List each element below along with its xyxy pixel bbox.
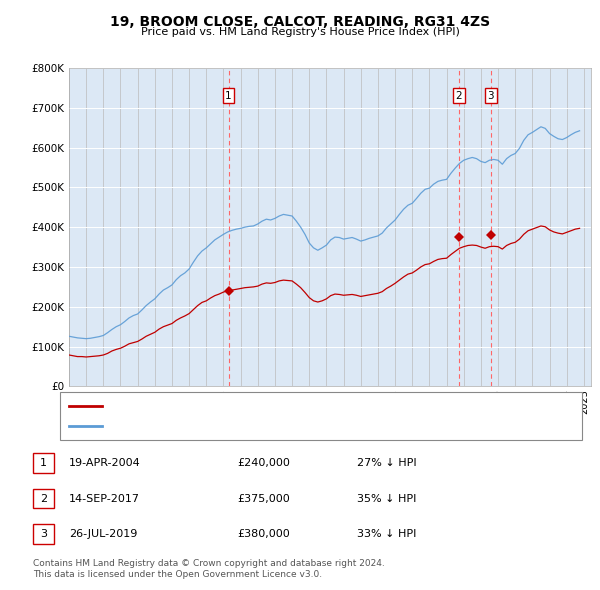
Text: 19-APR-2004: 19-APR-2004: [69, 458, 141, 468]
Text: 26-JUL-2019: 26-JUL-2019: [69, 529, 137, 539]
Text: 19, BROOM CLOSE, CALCOT, READING, RG31 4ZS (detached house): 19, BROOM CLOSE, CALCOT, READING, RG31 4…: [108, 401, 461, 411]
Text: 27% ↓ HPI: 27% ↓ HPI: [357, 458, 416, 468]
Text: £375,000: £375,000: [237, 494, 290, 503]
Text: Price paid vs. HM Land Registry's House Price Index (HPI): Price paid vs. HM Land Registry's House …: [140, 27, 460, 37]
Text: 19, BROOM CLOSE, CALCOT, READING, RG31 4ZS: 19, BROOM CLOSE, CALCOT, READING, RG31 4…: [110, 15, 490, 29]
Text: 35% ↓ HPI: 35% ↓ HPI: [357, 494, 416, 503]
Text: 3: 3: [487, 91, 494, 101]
Text: 3: 3: [40, 529, 47, 539]
Text: 1: 1: [225, 91, 232, 101]
Text: £240,000: £240,000: [237, 458, 290, 468]
Text: 2: 2: [455, 91, 462, 101]
Text: 1: 1: [40, 458, 47, 468]
Text: Contains HM Land Registry data © Crown copyright and database right 2024.: Contains HM Land Registry data © Crown c…: [33, 559, 385, 568]
Text: 2: 2: [40, 494, 47, 503]
Text: 33% ↓ HPI: 33% ↓ HPI: [357, 529, 416, 539]
Text: £380,000: £380,000: [237, 529, 290, 539]
Text: This data is licensed under the Open Government Licence v3.0.: This data is licensed under the Open Gov…: [33, 571, 322, 579]
Text: HPI: Average price, detached house, West Berkshire: HPI: Average price, detached house, West…: [108, 421, 379, 431]
Text: 14-SEP-2017: 14-SEP-2017: [69, 494, 140, 503]
